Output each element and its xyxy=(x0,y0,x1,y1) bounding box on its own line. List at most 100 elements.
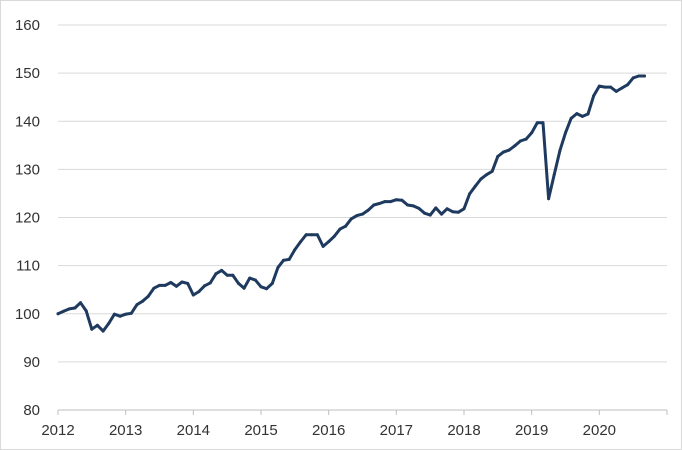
data-point xyxy=(253,278,257,282)
data-point xyxy=(479,177,483,181)
series-line xyxy=(56,74,646,333)
data-point xyxy=(434,206,438,210)
y-tick-label: 80 xyxy=(23,402,40,419)
data-point xyxy=(558,149,562,153)
data-point xyxy=(146,294,150,298)
data-point xyxy=(180,280,184,284)
data-point xyxy=(592,94,596,98)
data-point xyxy=(349,217,353,221)
data-point xyxy=(366,208,370,212)
data-point xyxy=(152,286,156,290)
data-point xyxy=(129,311,133,315)
data-point xyxy=(513,144,517,148)
data-point xyxy=(507,148,511,152)
data-point xyxy=(490,169,494,173)
data-point xyxy=(423,211,427,215)
data-point xyxy=(327,240,331,244)
data-point xyxy=(214,272,218,276)
data-point xyxy=(282,258,285,262)
data-point xyxy=(552,173,556,177)
data-point xyxy=(355,214,359,218)
x-tick-label: 2015 xyxy=(244,422,277,439)
data-point xyxy=(547,197,551,201)
data-point xyxy=(62,309,66,313)
data-point xyxy=(389,200,393,204)
data-point xyxy=(220,268,224,272)
data-point xyxy=(287,257,291,261)
data-point xyxy=(174,284,178,288)
data-point xyxy=(428,213,432,217)
data-point xyxy=(95,323,99,327)
x-tick-label: 2014 xyxy=(177,422,210,439)
data-point xyxy=(118,314,122,318)
data-point xyxy=(124,312,128,316)
data-point xyxy=(163,283,167,287)
data-point xyxy=(310,233,314,237)
data-point xyxy=(541,121,545,125)
data-point xyxy=(315,233,319,237)
data-point xyxy=(237,281,240,285)
data-point xyxy=(361,212,364,216)
data-point xyxy=(293,248,297,252)
data-point xyxy=(535,121,539,125)
x-tick-label: 2020 xyxy=(583,422,616,439)
data-point xyxy=(101,329,105,333)
data-point xyxy=(451,210,455,214)
x-tick-label: 2012 xyxy=(41,422,74,439)
data-point xyxy=(456,210,460,214)
data-point xyxy=(411,204,415,208)
y-axis-tick-labels: 80 90 100 110 120 130 140 150 160 xyxy=(15,17,40,419)
data-point xyxy=(603,85,607,89)
data-point xyxy=(191,293,195,297)
data-point xyxy=(332,234,336,238)
data-point xyxy=(344,224,348,228)
y-tick-label: 100 xyxy=(15,306,40,323)
data-point xyxy=(626,83,630,87)
data-point xyxy=(197,290,201,294)
data-point xyxy=(377,202,381,205)
x-tick-label: 2019 xyxy=(515,422,548,439)
data-point xyxy=(524,137,528,141)
data-point xyxy=(383,200,387,204)
data-point xyxy=(614,89,618,93)
data-point xyxy=(248,276,252,280)
y-tick-label: 150 xyxy=(15,65,40,82)
data-point xyxy=(203,284,207,288)
data-point xyxy=(473,184,477,188)
series-group xyxy=(56,74,646,333)
data-point xyxy=(304,233,308,237)
x-tick-label: 2016 xyxy=(312,422,345,439)
data-point xyxy=(575,112,579,116)
data-point xyxy=(485,173,488,177)
data-point xyxy=(231,273,235,277)
data-point xyxy=(400,198,404,202)
data-point xyxy=(338,227,342,231)
data-point xyxy=(501,150,505,154)
data-point xyxy=(186,281,190,285)
data-point xyxy=(564,131,567,135)
data-point xyxy=(468,192,472,196)
data-point xyxy=(158,283,161,287)
axes xyxy=(57,409,668,415)
y-tick-label: 140 xyxy=(15,113,40,130)
y-tick-label: 130 xyxy=(15,161,40,178)
data-point xyxy=(372,203,376,207)
data-point xyxy=(321,244,325,248)
y-tick-label: 160 xyxy=(15,17,40,34)
data-point xyxy=(112,312,116,316)
data-point xyxy=(462,207,466,211)
data-point xyxy=(417,206,421,210)
data-point xyxy=(620,86,624,90)
data-point xyxy=(265,287,269,291)
data-point xyxy=(586,112,590,116)
data-point xyxy=(270,281,274,285)
data-point xyxy=(73,306,77,310)
y-tick-label: 110 xyxy=(16,258,40,275)
y-tick-label: 120 xyxy=(15,210,40,227)
data-point xyxy=(643,74,646,78)
data-point xyxy=(276,266,280,270)
gridlines xyxy=(58,24,667,363)
data-point xyxy=(637,74,641,78)
